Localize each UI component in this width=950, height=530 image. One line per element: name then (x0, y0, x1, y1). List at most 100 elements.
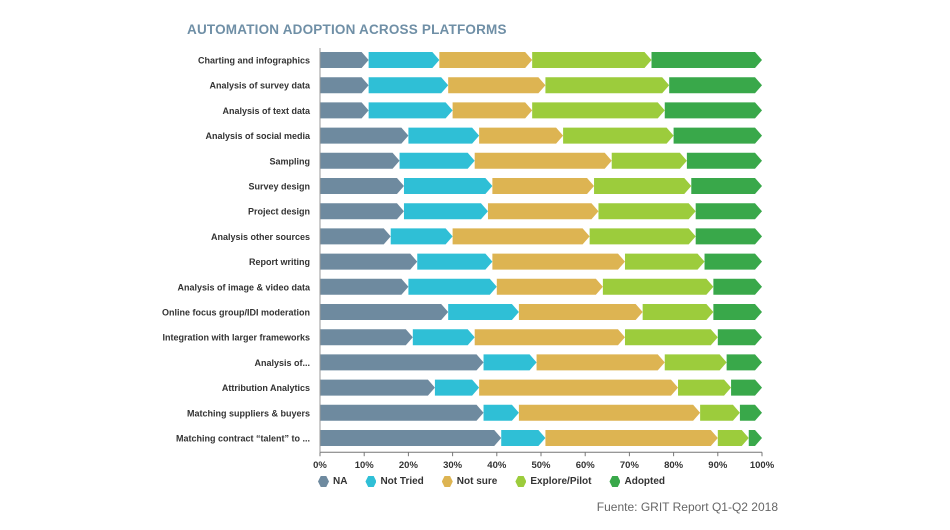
bar-not-tried-analysis-of-social-media (408, 127, 480, 144)
bar-not-tried-analysis-of (483, 354, 537, 371)
bar-na-charting-and-infographics (320, 52, 369, 68)
legend-item-na: NA (318, 476, 347, 487)
bar-not-sure-report-writing (492, 253, 625, 270)
bar-adopted-analysis-of-image-video-data (713, 278, 762, 295)
bar-na-analysis-other-sources (320, 228, 391, 245)
category-label-analysis-of-survey-data: Analysis of survey data (209, 81, 311, 91)
bar-not-tried-survey-design (403, 178, 493, 194)
bar-na-analysis-of-survey-data (320, 77, 369, 94)
bar-not-tried-online-focus-group-idi-moderation (448, 304, 519, 320)
bar-not-sure-integration-with-larger-frameworks (474, 329, 625, 346)
bar-not-sure-analysis-other-sources (452, 228, 590, 245)
bar-not-sure-analysis-of-survey-data (448, 77, 546, 94)
bar-adopted-matching-contract-talent-to (748, 430, 762, 446)
bar-explore-pilot-sampling (611, 152, 687, 169)
bar-explore-pilot-analysis-other-sources (589, 228, 696, 245)
bar-na-matching-contract-talent-to (320, 430, 502, 446)
legend-swatch-not-sure (441, 476, 453, 487)
bar-not-tried-analysis-of-survey-data (368, 77, 449, 94)
bar-not-tried-attribution-analytics (434, 379, 480, 396)
category-label-matching-contract-talent-to: Matching contract “talent” to ... (176, 434, 310, 444)
category-label-matching-suppliers-buyers: Matching suppliers & buyers (187, 408, 310, 418)
bar-adopted-matching-suppliers-buyers (739, 404, 762, 421)
bar-not-tried-project-design (403, 203, 488, 220)
x-tick-label: 50% (531, 460, 551, 470)
x-tick-label: 70% (620, 460, 640, 470)
legend-item-not-tried: Not Tried (365, 476, 424, 487)
bar-adopted-attribution-analytics (731, 379, 762, 396)
bar-na-analysis-of-image-video-data (320, 278, 409, 295)
legend-label-not-tried: Not Tried (380, 476, 424, 487)
bar-adopted-online-focus-group-idi-moderation (713, 304, 762, 320)
bar-not-tried-matching-contract-talent-to (501, 430, 546, 446)
bar-na-analysis-of-text-data (320, 102, 369, 119)
category-label-integration-with-larger-frameworks: Integration with larger frameworks (162, 333, 310, 343)
legend-item-explore-pilot: Explore/Pilot (515, 476, 591, 487)
category-label-attribution-analytics: Attribution Analytics (222, 383, 310, 393)
bar-explore-pilot-online-focus-group-idi-moderation (642, 304, 714, 320)
bar-not-tried-sampling (399, 152, 475, 169)
bar-adopted-sampling (686, 152, 762, 169)
bar-not-sure-project-design (487, 203, 599, 220)
legend-item-adopted: Adopted (609, 476, 665, 487)
category-label-analysis-of: Analysis of... (254, 358, 310, 368)
legend-label-adopted: Adopted (624, 476, 666, 487)
bar-adopted-survey-design (691, 178, 762, 194)
bar-not-tried-matching-suppliers-buyers (483, 404, 519, 421)
legend-label-na: NA (333, 476, 348, 487)
bar-explore-pilot-analysis-of-survey-data (545, 77, 670, 94)
bar-explore-pilot-matching-contract-talent-to (717, 430, 749, 446)
bar-explore-pilot-survey-design (594, 178, 692, 194)
bar-explore-pilot-analysis-of-image-video-data (602, 278, 714, 295)
bar-not-tried-report-writing (417, 253, 493, 270)
category-label-analysis-of-text-data: Analysis of text data (222, 106, 311, 116)
x-tick-label: 80% (664, 460, 684, 470)
bar-not-sure-matching-suppliers-buyers (518, 404, 701, 421)
bar-adopted-report-writing (704, 253, 762, 270)
bar-not-sure-analysis-of (536, 354, 665, 371)
x-tick-label: 30% (443, 460, 463, 470)
source-note: Fuente: GRIT Report Q1-Q2 2018 (596, 500, 778, 514)
category-label-online-focus-group-idi-moderation: Online focus group/IDI moderation (162, 308, 310, 318)
x-tick-label: 20% (399, 460, 419, 470)
bar-not-sure-online-focus-group-idi-moderation (518, 304, 643, 320)
bar-na-online-focus-group-idi-moderation (320, 304, 449, 320)
bar-explore-pilot-matching-suppliers-buyers (700, 404, 740, 421)
bar-not-sure-analysis-of-text-data (452, 102, 533, 119)
bar-not-tried-analysis-of-text-data (368, 102, 453, 119)
bar-explore-pilot-project-design (598, 203, 696, 220)
bar-na-survey-design (320, 178, 404, 194)
x-tick-label: 10% (355, 460, 375, 470)
bar-not-tried-analysis-of-image-video-data (408, 278, 497, 295)
bar-explore-pilot-integration-with-larger-frameworks (624, 329, 718, 346)
x-axis: 0% 10% 20% 30% 40% 50% 60% 70% 80% 90% 100% (313, 48, 775, 470)
bar-na-sampling (320, 152, 400, 169)
bar-na-integration-with-larger-frameworks (320, 329, 413, 346)
bar-na-attribution-analytics (320, 379, 435, 396)
legend-swatch-na (318, 476, 329, 487)
bar-explore-pilot-report-writing (624, 253, 705, 270)
bars-layer (320, 52, 762, 446)
legend-label-not-sure: Not sure (456, 476, 498, 487)
legend-item-not-sure: Not sure (441, 476, 498, 487)
category-label-analysis-other-sources: Analysis other sources (211, 232, 310, 242)
bar-adopted-analysis-of-social-media (673, 127, 762, 144)
bar-adopted-analysis-other-sources (695, 228, 762, 245)
bar-not-sure-analysis-of-social-media (479, 127, 564, 144)
bar-na-project-design (320, 203, 404, 220)
x-tick-label: 40% (487, 460, 507, 470)
bar-not-sure-charting-and-infographics (439, 52, 533, 68)
legend-swatch-not-tried (365, 476, 377, 487)
bar-not-sure-survey-design (492, 178, 595, 194)
bar-not-tried-analysis-other-sources (390, 228, 453, 245)
legend-swatch-adopted (609, 476, 621, 487)
bar-explore-pilot-attribution-analytics (678, 379, 732, 396)
bar-adopted-project-design (695, 203, 762, 220)
bar-not-sure-attribution-analytics (479, 379, 679, 396)
bar-not-sure-analysis-of-image-video-data (496, 278, 603, 295)
category-label-analysis-of-social-media: Analysis of social media (205, 131, 311, 141)
bar-not-sure-matching-contract-talent-to (545, 430, 718, 446)
bar-not-tried-integration-with-larger-frameworks (412, 329, 475, 346)
bar-adopted-analysis-of-text-data (664, 102, 762, 119)
legend: NA Not Tried Not sure Explore/Pilot Adopted (318, 476, 665, 487)
